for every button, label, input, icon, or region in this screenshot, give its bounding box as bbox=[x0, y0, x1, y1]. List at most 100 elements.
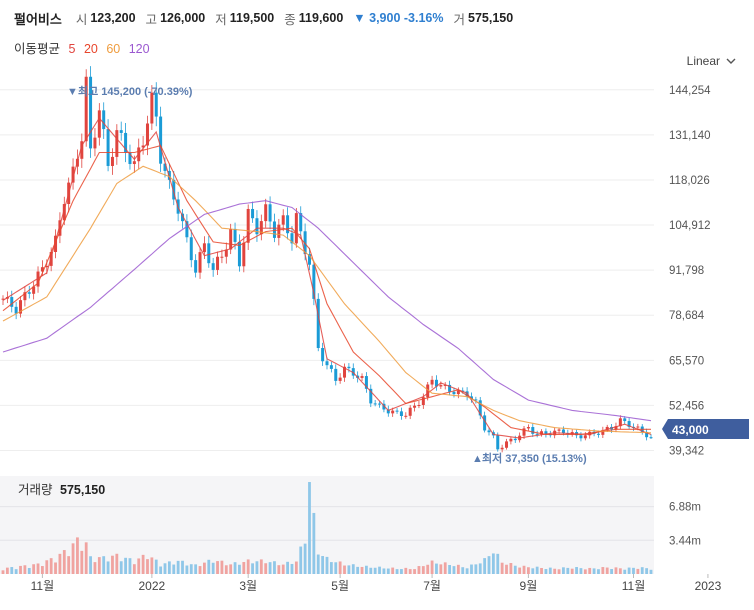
moving-average-legend[interactable]: 이동평균 5 20 60 120 bbox=[14, 38, 155, 57]
candle-body bbox=[483, 415, 487, 431]
price-tick-label: 144,254 bbox=[669, 85, 711, 97]
candle-body bbox=[540, 431, 544, 435]
candle-body bbox=[329, 365, 333, 369]
volume-bar bbox=[426, 564, 430, 574]
candle-body bbox=[71, 166, 75, 183]
candle-body bbox=[154, 92, 158, 117]
candle-body bbox=[351, 368, 355, 376]
candle-body bbox=[242, 242, 246, 267]
x-tick-label: 9월 bbox=[520, 579, 538, 593]
price-change: ▼ 3,900 -3.16% bbox=[353, 11, 444, 25]
candle-body bbox=[386, 409, 390, 414]
x-tick-label: 11월 bbox=[31, 579, 55, 593]
candle-body bbox=[399, 411, 403, 416]
volume-bar bbox=[627, 567, 631, 574]
volume-bar bbox=[601, 567, 605, 574]
volume-bar bbox=[610, 569, 613, 574]
volume-bar bbox=[597, 569, 600, 574]
candle-body bbox=[452, 391, 456, 395]
candle-body bbox=[202, 243, 206, 253]
volume-bar bbox=[119, 561, 123, 574]
volume-bar bbox=[338, 561, 342, 574]
volume-bar bbox=[10, 567, 14, 574]
ma-120-label: 120 bbox=[128, 42, 150, 56]
x-tick-label: 7월 bbox=[423, 579, 441, 593]
volume-bar bbox=[273, 561, 276, 574]
price-tick-label: 65,570 bbox=[669, 355, 704, 367]
candle-body bbox=[89, 76, 93, 149]
high-label: 고 bbox=[145, 12, 158, 27]
volume-bar bbox=[84, 542, 88, 574]
candle-body bbox=[321, 348, 325, 362]
candle-body bbox=[430, 379, 434, 385]
price-tick-label: 39,342 bbox=[669, 446, 704, 458]
candle-body bbox=[54, 235, 58, 252]
candle-body bbox=[522, 428, 526, 436]
candle-body bbox=[531, 427, 535, 434]
volume-bar bbox=[49, 558, 53, 574]
candle-body bbox=[159, 116, 163, 164]
candle-body bbox=[97, 110, 101, 138]
candle-body bbox=[246, 208, 250, 243]
candle-body bbox=[347, 366, 351, 369]
candle-body bbox=[334, 368, 338, 381]
volume-bar bbox=[592, 568, 596, 574]
volume-tick-label: 6.88m bbox=[669, 502, 701, 514]
volume-bar bbox=[277, 565, 281, 574]
volume-bar bbox=[5, 567, 9, 574]
candle-body bbox=[601, 429, 605, 435]
candle-body bbox=[172, 179, 176, 200]
volume-bar bbox=[159, 566, 163, 574]
low-annotation-text: 최저 37,350 (15.13%) bbox=[482, 451, 587, 465]
volume-bar bbox=[203, 562, 206, 574]
price-axis: 144,254 131,140 118,026 104,912 91,798 78,684… bbox=[669, 85, 711, 458]
candle-body bbox=[408, 407, 412, 416]
volume-bar bbox=[443, 562, 447, 574]
volume-bar bbox=[316, 554, 320, 574]
volume-bar bbox=[351, 564, 355, 574]
candle-body bbox=[448, 384, 452, 392]
scale-selector[interactable]: Linear bbox=[687, 54, 736, 68]
volume-bar bbox=[32, 564, 36, 574]
volume-bar bbox=[97, 557, 101, 574]
volume-bar bbox=[382, 568, 386, 574]
candle-body bbox=[513, 438, 517, 441]
volume-bar bbox=[365, 565, 368, 574]
candle-body bbox=[119, 130, 123, 133]
candle-body bbox=[27, 292, 31, 294]
volume-bar bbox=[404, 567, 408, 574]
volume-bar bbox=[360, 566, 364, 574]
volume-axis: 6.88m 3.44m bbox=[669, 502, 701, 548]
x-tick-label: 5월 bbox=[331, 579, 349, 593]
high-annotation: ▼ 최고 145,200 (-70.39%) bbox=[67, 84, 193, 98]
candle-body bbox=[487, 430, 491, 433]
volume-bar bbox=[281, 564, 285, 574]
candle-body bbox=[417, 404, 421, 406]
candle-body bbox=[189, 237, 193, 261]
candle-body bbox=[605, 426, 609, 430]
candle-body bbox=[338, 377, 342, 381]
candle-body bbox=[211, 263, 215, 270]
candle-body bbox=[421, 397, 425, 405]
volume-bar bbox=[299, 546, 303, 574]
price-tick-label: 131,140 bbox=[669, 130, 711, 142]
volume-bar bbox=[132, 564, 136, 574]
ma-legend-title: 이동평균 bbox=[14, 42, 61, 56]
high-annotation-text: 최고 145,200 (-70.39%) bbox=[78, 84, 193, 98]
volume-title: 거래량 bbox=[18, 483, 53, 497]
candle-body bbox=[325, 361, 329, 366]
candle-body bbox=[229, 228, 233, 250]
candle-body bbox=[596, 433, 600, 435]
candle-body bbox=[194, 260, 198, 273]
volume-bar bbox=[513, 565, 517, 574]
volume-bar bbox=[106, 561, 110, 574]
volume-bar bbox=[439, 564, 443, 574]
candle-body bbox=[382, 403, 386, 410]
volume-bar bbox=[207, 559, 211, 574]
candle-body bbox=[474, 399, 478, 401]
candle-body bbox=[281, 215, 285, 225]
volume-bar bbox=[478, 563, 482, 574]
candle-body bbox=[303, 231, 307, 255]
x-tick-label: 2023 bbox=[695, 579, 722, 593]
